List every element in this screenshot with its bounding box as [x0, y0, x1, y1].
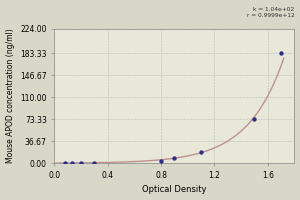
Text: k = 1.04e+02
r = 0.9999e+12: k = 1.04e+02 r = 0.9999e+12: [247, 7, 294, 18]
Point: [92, 161, 97, 164]
Point: [79, 161, 83, 164]
Point: [172, 157, 177, 160]
Point: [159, 159, 164, 162]
X-axis label: Optical Density: Optical Density: [142, 185, 207, 194]
Point: [279, 52, 283, 55]
Y-axis label: Mouse APOD concentration (ng/ml): Mouse APOD concentration (ng/ml): [6, 29, 15, 163]
Point: [252, 118, 257, 121]
Point: [69, 161, 74, 165]
Point: [63, 161, 68, 165]
Point: [199, 151, 203, 154]
